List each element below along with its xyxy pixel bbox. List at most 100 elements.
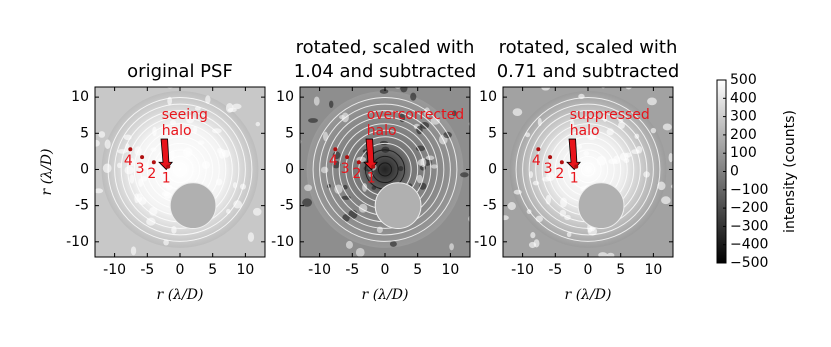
speckle (253, 207, 262, 216)
speckle (130, 157, 135, 167)
point-label: 3 (341, 161, 350, 177)
point-label: 1 (570, 171, 579, 187)
panel-title: original PSF (127, 61, 233, 82)
point (536, 147, 541, 152)
disk (169, 182, 217, 230)
point (333, 147, 338, 152)
x-tick-label: 0 (584, 262, 593, 278)
speckle (430, 164, 438, 169)
speckle (524, 132, 531, 138)
speckle (186, 115, 195, 124)
speckle (415, 145, 426, 152)
annotation: suppressed (570, 107, 650, 123)
speckle (124, 166, 134, 175)
colorbar-tick-label: −200 (730, 200, 768, 216)
speckle (503, 215, 509, 221)
point-label: 1 (367, 171, 376, 187)
speckle (185, 151, 191, 156)
y-tick-label: 0 (488, 161, 497, 177)
speckle (559, 209, 567, 217)
speckle (650, 127, 657, 134)
speckle (138, 196, 147, 205)
colorbar-tick-label: 400 (730, 90, 757, 106)
speckle (541, 176, 552, 182)
speckle (233, 200, 243, 209)
x-tick-label: -10 (103, 262, 126, 278)
point-label: 2 (147, 166, 156, 182)
speckle (247, 232, 255, 242)
speckle (129, 174, 135, 184)
speckle (170, 150, 175, 159)
colorbar-tick-label: 100 (730, 145, 757, 161)
point-label: 3 (136, 161, 145, 177)
speckle (583, 150, 590, 156)
y-tick-label: 10 (479, 89, 497, 105)
x-axis-label: r (λ/D) (362, 287, 409, 303)
y-tick-label: 10 (71, 89, 89, 105)
ring (319, 103, 451, 236)
speckle (193, 126, 198, 134)
panel-title: rotated, scaled with (296, 37, 475, 58)
speckle (618, 121, 625, 130)
speckle (98, 131, 106, 138)
halo (509, 91, 667, 248)
speckle (410, 92, 417, 101)
speckle (313, 96, 320, 106)
speckle (560, 197, 568, 208)
ring (172, 162, 188, 177)
speckle (334, 184, 343, 194)
image (95, 87, 265, 257)
y-tick-label: -5 (280, 198, 294, 214)
y-tick-label: 0 (285, 161, 294, 177)
point-label: 4 (329, 153, 338, 169)
x-tick-label: -10 (308, 262, 331, 278)
x-tick-label: 10 (441, 262, 459, 278)
speckle (171, 225, 177, 234)
annotation: halo (570, 123, 600, 139)
x-tick-label: -10 (511, 262, 534, 278)
speckle (355, 247, 365, 257)
ring (166, 155, 194, 184)
speckle (172, 130, 182, 136)
panel-title: 1.04 and subtracted (294, 61, 477, 82)
speckle (117, 162, 122, 169)
speckle (512, 108, 523, 116)
speckle (329, 100, 334, 108)
colorbar-tick-label: 300 (730, 109, 757, 125)
speckle (194, 106, 201, 111)
speckle (568, 169, 575, 178)
speckle (163, 239, 169, 246)
speckle (425, 155, 435, 161)
speckle (398, 165, 404, 172)
speckle (104, 139, 111, 150)
point-label: 4 (532, 153, 541, 169)
speckle (304, 184, 313, 192)
ring (120, 110, 240, 229)
x-tick-label: 5 (616, 262, 625, 278)
point (151, 160, 156, 165)
speckle (141, 176, 148, 182)
speckle (647, 97, 657, 106)
speckle (606, 252, 615, 257)
point (548, 155, 553, 160)
y-tick-label: -5 (75, 198, 89, 214)
y-tick-label: -10 (474, 234, 497, 250)
x-tick-label: 5 (413, 262, 422, 278)
x-tick-label: -5 (140, 262, 154, 278)
image (493, 87, 673, 272)
speckle (345, 240, 353, 249)
speckle (541, 87, 551, 91)
speckle (564, 263, 573, 272)
x-axis-label: r (λ/D) (157, 287, 204, 303)
x-tick-label: 10 (644, 262, 662, 278)
speckle (507, 202, 516, 211)
speckle (670, 184, 673, 189)
speckle (657, 181, 666, 191)
colorbar-tick-label: 500 (730, 72, 757, 88)
speckle (493, 150, 500, 155)
speckle (331, 160, 341, 169)
point (574, 164, 579, 169)
point-label: 4 (124, 153, 133, 169)
speckle (379, 89, 389, 94)
y-tick-label: 10 (276, 89, 294, 105)
